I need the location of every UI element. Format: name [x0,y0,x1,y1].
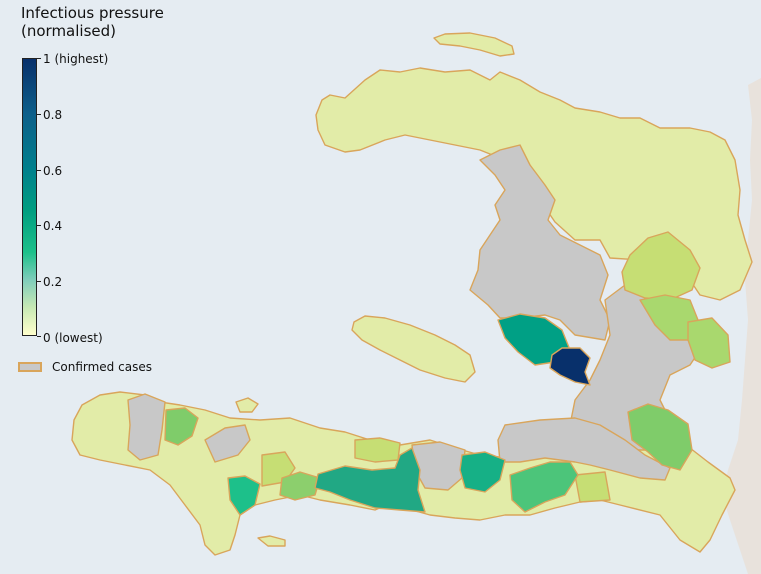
colorbar-title: Infectious pressure (normalised) [21,4,164,40]
region-south-green-2 [627,403,693,471]
colorbar-tick-label: 0.6 [43,164,63,178]
colorbar-tick-label: 0.8 [43,108,63,122]
region-south-green-1 [164,407,199,446]
region-gonave [351,315,476,383]
region-south-green-3 [509,461,579,513]
region-south-teal-1 [314,447,426,513]
colorbar-title-line-1: Infectious pressure [21,4,164,22]
colorbar-tick [37,58,41,59]
colorbar-tick [37,170,41,171]
colorbar-title-line-2: (normalised) [21,22,116,40]
region-east-green-2 [687,317,731,369]
region-artibonite-confirmed [469,144,611,341]
region-south-midgreen-1 [279,471,321,501]
region-island-small-1 [235,397,259,413]
region-south-confirmed-4 [497,417,671,481]
colorbar-tick-label: 0.4 [43,219,63,233]
colorbar-tick [37,281,41,282]
legend-label-confirmed: Confirmed cases [52,360,152,374]
region-port-au-prince [549,347,591,386]
colorbar [22,58,37,336]
region-south-confirmed-2 [204,424,251,463]
colorbar-tick [37,336,41,337]
region-south-lightgreen-3 [574,471,611,503]
region-south-confirmed-1 [127,393,166,461]
colorbar-tick [37,114,41,115]
colorbar-tick-label: 1 (highest) [43,52,109,66]
legend-swatch-confirmed [18,362,42,372]
colorbar-tick [37,225,41,226]
colorbar-tick-label: 0.2 [43,275,63,289]
region-northeast-green [621,231,701,301]
region-tortuga [433,32,515,57]
region-south-teal-2 [459,451,506,493]
region-south-lightgreen-2 [354,437,401,463]
region-island-small-2 [257,535,286,547]
colorbar-tick-label: 0 (lowest) [43,331,103,345]
neighbor-country [722,78,761,574]
region-south-brightgreen [227,475,261,516]
